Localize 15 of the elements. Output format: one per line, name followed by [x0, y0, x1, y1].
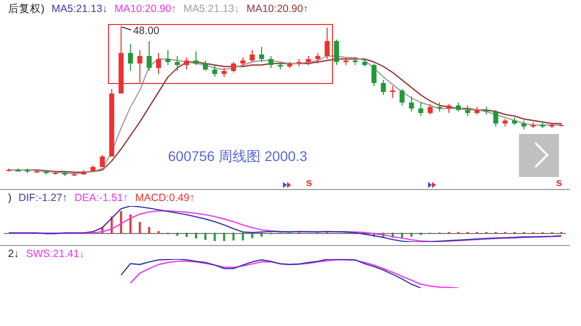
- text: MA5:21.13↓: [52, 3, 108, 15]
- text: s: [306, 177, 312, 189]
- text: 后复权): [8, 3, 44, 15]
- series-label: DEA:-1.51↑: [74, 192, 128, 204]
- text: DIF:-1.27↑: [18, 192, 68, 204]
- text: SWS:21.41↓: [26, 248, 84, 260]
- text: s: [556, 177, 562, 189]
- annotation: 2↓: [8, 248, 20, 260]
- annotation: 600756 周线图 2000.3: [168, 148, 308, 166]
- series-label: MACD:0.49↑: [135, 192, 195, 204]
- text: MA10:20.90↑: [114, 3, 176, 15]
- text: MA10:20.90↑: [246, 3, 308, 15]
- text: ): [8, 192, 12, 204]
- annotation: 48.00: [133, 24, 160, 37]
- text: MA5:21.13↓: [183, 3, 240, 15]
